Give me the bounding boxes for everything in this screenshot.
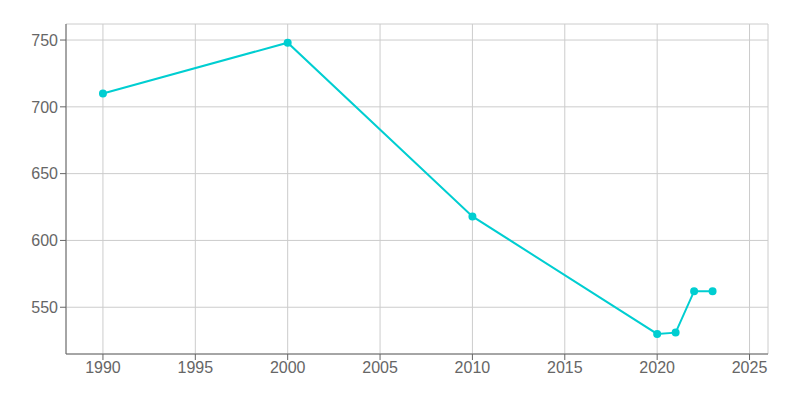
svg-text:750: 750 bbox=[31, 32, 58, 49]
svg-text:650: 650 bbox=[31, 165, 58, 182]
svg-text:700: 700 bbox=[31, 99, 58, 116]
svg-text:2005: 2005 bbox=[362, 359, 398, 376]
svg-text:2015: 2015 bbox=[547, 359, 583, 376]
svg-text:600: 600 bbox=[31, 232, 58, 249]
svg-text:2025: 2025 bbox=[732, 359, 768, 376]
svg-text:550: 550 bbox=[31, 299, 58, 316]
svg-text:1990: 1990 bbox=[85, 359, 121, 376]
svg-text:2020: 2020 bbox=[639, 359, 675, 376]
svg-text:1995: 1995 bbox=[178, 359, 214, 376]
svg-text:2000: 2000 bbox=[270, 359, 306, 376]
svg-text:2010: 2010 bbox=[455, 359, 491, 376]
